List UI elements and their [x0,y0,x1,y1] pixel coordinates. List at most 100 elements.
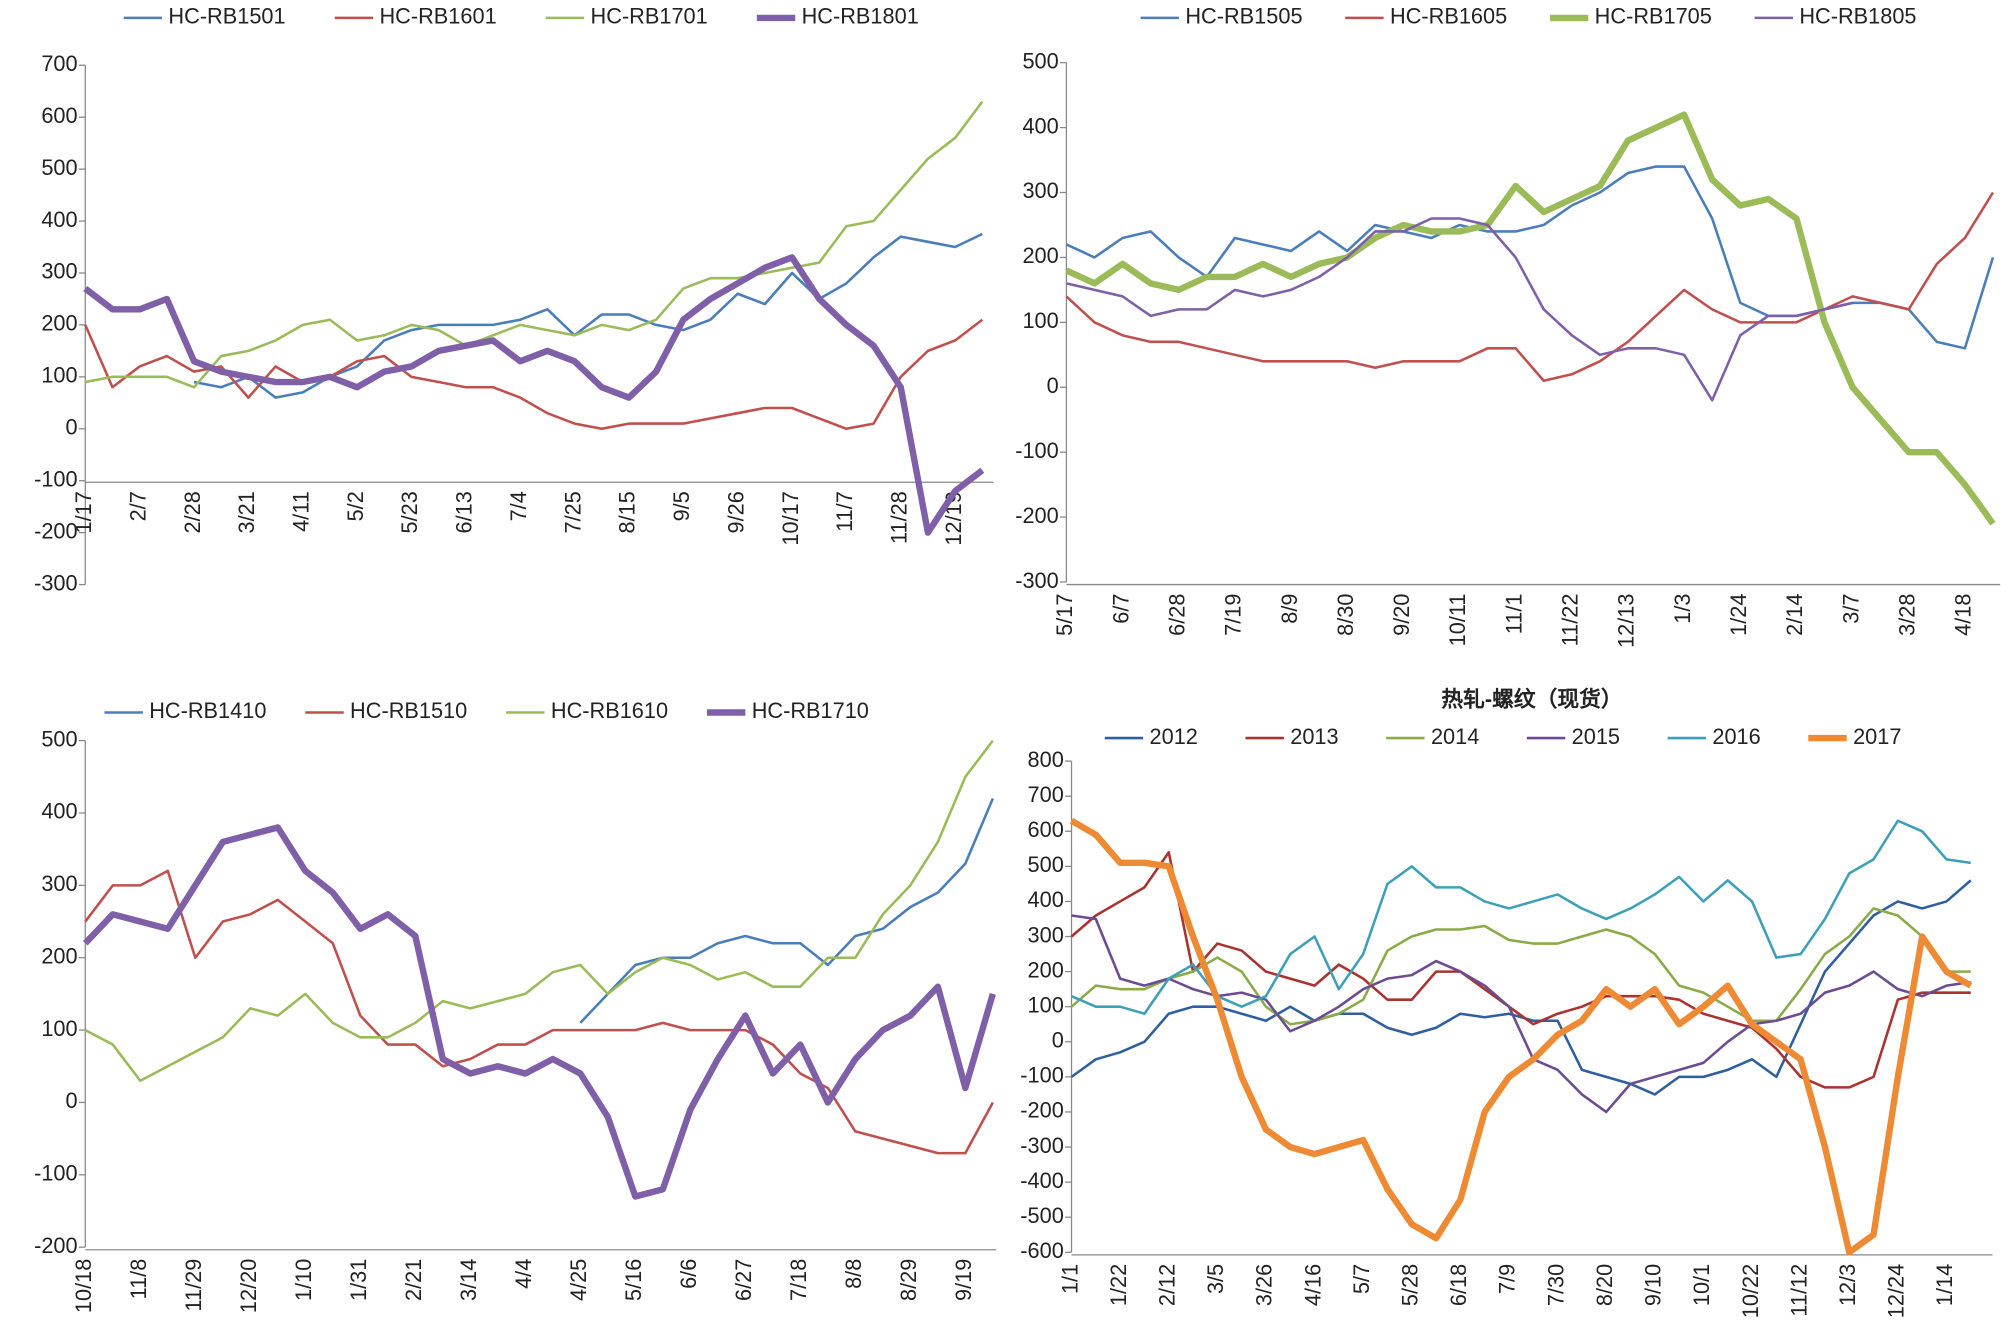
x-tick-label: 4/4 [511,1259,536,1289]
y-tick-label: -200 [34,1233,78,1258]
x-tick-label: 3/14 [456,1259,481,1301]
y-tick-label: 400 [41,207,77,232]
y-tick-label: 700 [41,51,77,76]
x-tick-label: 9/19 [951,1259,976,1301]
x-tick-label: 4/11 [288,491,313,532]
series-line [1065,111,1996,526]
x-tick-label: 5/17 [1052,594,1077,636]
legend-label: HC-RB1601 [379,4,496,29]
series-line [84,739,994,1083]
series-line [1071,819,1971,1015]
x-tick-label: 5/7 [1349,1264,1374,1294]
x-tick-label: 12/13 [1614,594,1639,648]
x-tick-label: 9/20 [1389,594,1414,636]
legend-label: HC-RB1805 [1799,4,1916,29]
x-tick-label: 6/7 [1108,594,1133,624]
x-tick-label: 8/30 [1333,594,1358,636]
x-tick-label: 6/6 [676,1259,701,1289]
x-tick-label: 3/21 [234,491,259,533]
legend-label: HC-RB1710 [752,698,869,723]
series-line [1066,217,1853,402]
x-tick-label: 8/15 [615,491,640,533]
x-tick-label: 2/14 [1782,594,1807,636]
legend-label: 2016 [1712,724,1760,749]
x-tick-label: 10/18 [71,1259,96,1313]
y-tick-label: 300 [1028,922,1064,947]
legend-label: 2012 [1150,724,1198,749]
x-tick-label: 2/28 [180,491,205,533]
series-line [1070,907,1971,1026]
y-tick-label: 400 [1022,113,1058,138]
y-tick-label: -300 [1020,1133,1064,1158]
legend-label: 2015 [1572,724,1620,749]
x-tick-label: 2/21 [401,1259,426,1301]
x-tick-label: 8/29 [896,1259,921,1301]
x-tick-label: 2/12 [1154,1264,1179,1306]
series-line [84,869,994,1155]
legend-label: HC-RB1701 [591,4,708,29]
y-tick-label: -400 [1020,1168,1064,1193]
y-tick-label: 400 [41,799,77,824]
x-tick-label: 4/25 [566,1259,591,1301]
series-line [1069,817,1973,1256]
series-line [1070,879,1972,1096]
x-tick-label: 5/23 [397,491,422,533]
x-tick-label: 7/18 [786,1259,811,1301]
x-tick-label: 7/19 [1221,594,1246,636]
x-tick-label: 1/3 [1670,594,1695,624]
y-tick-label: -500 [1020,1203,1064,1228]
y-tick-label: 200 [1028,957,1064,982]
x-tick-label: 6/13 [452,491,477,533]
x-tick-label: 11/12 [1786,1264,1811,1317]
x-tick-label: 11/7 [832,491,857,532]
y-tick-label: 0 [66,1088,78,1113]
y-tick-label: -300 [1015,568,1059,593]
y-tick-label: 200 [1022,243,1058,268]
x-tick-label: 10/17 [778,491,803,545]
legend-label: HC-RB1501 [168,4,285,29]
x-tick-label: 11/29 [181,1259,206,1312]
x-tick-label: 2/7 [125,491,150,521]
y-tick-label: -100 [34,466,78,491]
x-tick-label: 12/3 [1835,1264,1860,1306]
y-tick-label: -200 [1020,1098,1064,1123]
y-tick-label: 100 [41,1016,77,1041]
x-tick-label: 1/1 [1057,1264,1082,1294]
legend-label: HC-RB1610 [551,698,668,723]
legend-label: HC-RB1605 [1390,4,1507,29]
x-tick-label: 1/22 [1106,1264,1131,1306]
x-tick-label: 3/26 [1252,1264,1277,1306]
y-tick-label: 0 [66,415,78,440]
x-tick-label: 11/22 [1558,594,1583,647]
legend-label: HC-RB1705 [1595,4,1712,29]
x-tick-label: 1/17 [71,491,96,533]
y-tick-label: 300 [1022,178,1058,203]
y-tick-label: -200 [1015,503,1059,528]
x-tick-label: 1/14 [1932,1264,1957,1306]
legend-label: 2014 [1431,724,1479,749]
x-tick-label: 6/18 [1446,1264,1471,1306]
x-tick-label: 1/24 [1726,594,1751,636]
chart-title: 热轧-螺纹（现货） [1441,687,1622,712]
y-tick-label: 500 [1028,852,1064,877]
y-tick-label: 800 [1028,747,1064,772]
x-tick-label: 7/30 [1543,1264,1568,1306]
series-line [1070,851,1971,1089]
x-tick-label: 4/18 [1951,594,1976,636]
x-tick-label: 1/10 [291,1259,316,1301]
series-line [1071,914,1971,1114]
x-tick-label: 10/1 [1689,1264,1714,1306]
y-tick-label: 200 [41,943,77,968]
x-tick-label: 6/28 [1164,594,1189,636]
series-line [579,798,995,1024]
y-tick-label: -100 [1015,438,1059,463]
x-tick-label: 5/2 [343,491,368,521]
y-tick-label: 100 [1022,308,1058,333]
x-tick-label: 3/5 [1203,1264,1228,1294]
x-tick-label: 3/7 [1838,594,1863,624]
x-tick-label: 12/24 [1884,1264,1909,1318]
x-tick-label: 8/9 [1277,594,1302,624]
series-line [85,100,984,389]
